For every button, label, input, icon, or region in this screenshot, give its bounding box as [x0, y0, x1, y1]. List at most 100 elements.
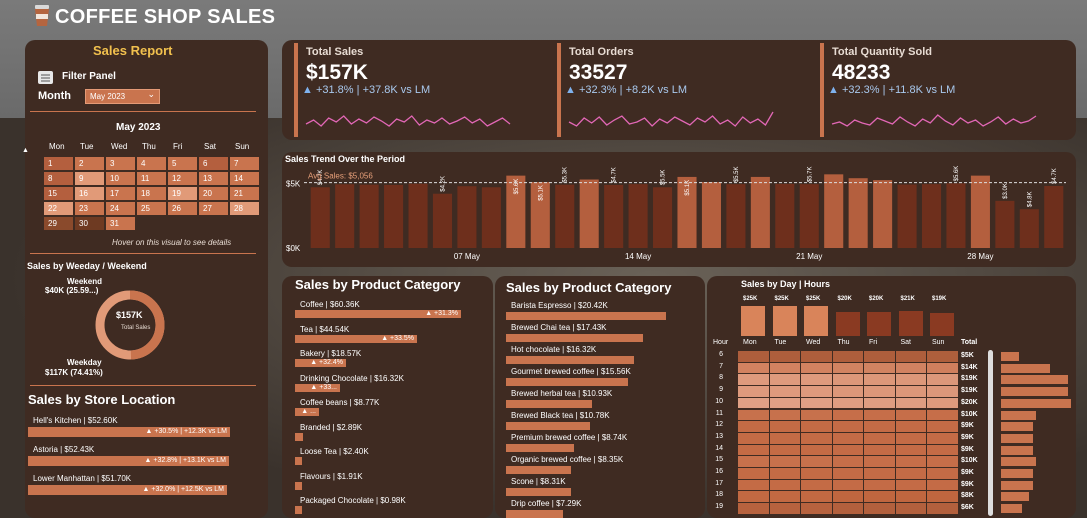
hour-total-bar[interactable]	[1001, 352, 1019, 361]
heatmap-cell[interactable]	[927, 456, 958, 467]
heatmap-cell[interactable]	[832, 351, 863, 362]
trend-bar[interactable]	[530, 182, 550, 248]
heatmap-cell[interactable]	[801, 444, 832, 456]
calendar-day-cell[interactable]: 23	[75, 202, 104, 215]
heatmap-cell[interactable]	[864, 503, 895, 514]
heatmap-cell[interactable]	[864, 374, 895, 386]
calendar-day-cell[interactable]: 2	[75, 157, 104, 170]
trend-bar[interactable]	[628, 184, 648, 248]
calendar-day-cell[interactable]: 22	[44, 202, 73, 215]
trend-bar[interactable]	[408, 183, 428, 248]
heatmap-cell[interactable]	[895, 468, 926, 479]
heatmap-cell[interactable]	[769, 374, 800, 386]
heatmap-cell[interactable]	[738, 432, 769, 444]
heatmap-cell[interactable]	[832, 374, 863, 386]
heatmap-cell[interactable]	[895, 397, 926, 409]
heatmap-cell[interactable]	[895, 386, 926, 397]
product-type-bar[interactable]	[506, 378, 628, 386]
calendar-day-cell[interactable]: 21	[230, 187, 259, 200]
heatmap-cell[interactable]	[927, 432, 958, 444]
heatmap-cell[interactable]	[769, 456, 800, 467]
calendar-day-cell[interactable]: 20	[199, 187, 228, 200]
heatmap-cell[interactable]	[895, 409, 926, 421]
trend-bar[interactable]	[653, 187, 673, 248]
category-bar[interactable]	[295, 506, 302, 514]
heatmap-cell[interactable]	[769, 491, 800, 503]
calendar-day-cell[interactable]: 1	[44, 157, 73, 170]
trend-bar[interactable]	[457, 186, 477, 248]
heatmap-cell[interactable]	[769, 421, 800, 432]
trend-bar[interactable]	[995, 200, 1015, 248]
product-type-bar[interactable]	[506, 510, 563, 518]
product-type-bar[interactable]	[506, 422, 590, 430]
heatmap-cell[interactable]	[801, 351, 832, 362]
hour-total-bar[interactable]	[1001, 375, 1068, 385]
heatmap-cell[interactable]	[769, 432, 800, 444]
store-bar[interactable]: ▲ +30.5% | +12.3K vs LM	[28, 427, 230, 437]
heatmap-cell[interactable]	[769, 351, 800, 362]
calendar-day-cell[interactable]: 15	[44, 187, 73, 200]
calendar-day-cell[interactable]: 18	[137, 187, 166, 200]
category-bar[interactable]: ▲ +32.4%	[295, 359, 346, 367]
day-total-bar[interactable]	[930, 313, 954, 336]
trend-bar[interactable]	[506, 175, 526, 248]
heatmap-cell[interactable]	[895, 503, 926, 514]
heatmap-cell[interactable]	[738, 362, 769, 374]
heatmap-cell[interactable]	[832, 409, 863, 421]
calendar-day-cell[interactable]: 4	[137, 157, 166, 170]
trend-bar[interactable]	[335, 184, 355, 248]
heatmap-cell[interactable]	[864, 456, 895, 467]
heatmap-cell[interactable]	[801, 432, 832, 444]
heatmap-cell[interactable]	[801, 397, 832, 409]
heatmap-cell[interactable]	[738, 503, 769, 514]
calendar-day-cell[interactable]: 30	[75, 217, 104, 230]
store-bar[interactable]: ▲ +32.8% | +13.1K vs LM	[28, 456, 229, 466]
heatmap-cell[interactable]	[895, 456, 926, 467]
day-total-bar[interactable]	[867, 312, 891, 336]
trend-bar[interactable]	[775, 183, 795, 248]
heatmap-cell[interactable]	[832, 444, 863, 456]
hour-total-bar[interactable]	[1001, 457, 1036, 467]
heatmap-cell[interactable]	[769, 503, 800, 514]
month-select[interactable]: May 2023 ⌄	[85, 89, 160, 104]
heatmap-cell[interactable]	[801, 386, 832, 397]
heatmap-cell[interactable]	[864, 444, 895, 456]
category-bar[interactable]	[295, 432, 303, 441]
trend-bar[interactable]	[848, 178, 868, 248]
day-hour-heatmap[interactable]: $25K Mon $25K Tue $25K Wed $20K Thu $20K Fri $21K S…	[707, 290, 1076, 518]
heatmap-cell[interactable]	[927, 491, 958, 503]
trend-bar[interactable]	[481, 187, 501, 248]
trend-bar[interactable]	[897, 184, 917, 248]
heatmap-cell[interactable]	[832, 432, 863, 444]
calendar-day-cell[interactable]: 12	[168, 172, 197, 185]
trend-bar[interactable]	[701, 182, 721, 248]
heatmap-cell[interactable]	[895, 444, 926, 456]
heatmap-cell[interactable]	[769, 386, 800, 397]
heatmap-cell[interactable]	[801, 491, 832, 503]
heatmap-cell[interactable]	[832, 386, 863, 397]
calendar-collapse-icon[interactable]: ▲	[22, 147, 29, 154]
hour-total-bar[interactable]	[1001, 469, 1033, 478]
heatmap-cell[interactable]	[895, 432, 926, 444]
product-type-bar[interactable]	[506, 466, 571, 474]
heatmap-cell[interactable]	[801, 421, 832, 432]
product-type-bar[interactable]	[506, 488, 571, 496]
heatmap-cell[interactable]	[801, 409, 832, 421]
heatmap-cell[interactable]	[801, 503, 832, 514]
heatmap-cell[interactable]	[864, 432, 895, 444]
heatmap-cell[interactable]	[927, 362, 958, 374]
heatmap-cell[interactable]	[832, 362, 863, 374]
calendar-day-cell[interactable]: 16	[75, 187, 104, 200]
heatmap-cell[interactable]	[927, 479, 958, 491]
hour-total-bar[interactable]	[1001, 387, 1068, 397]
hour-total-bar[interactable]	[1001, 433, 1033, 443]
heatmap-cell[interactable]	[801, 468, 832, 479]
trend-bar[interactable]	[384, 184, 404, 248]
calendar-day-cell[interactable]: 7	[230, 157, 259, 170]
day-total-bar[interactable]	[741, 306, 765, 336]
heatmap-cell[interactable]	[738, 444, 769, 456]
heatmap-cell[interactable]	[832, 491, 863, 503]
trend-bar[interactable]	[824, 174, 844, 248]
heatmap-cell[interactable]	[864, 409, 895, 421]
trend-bar[interactable]	[799, 184, 819, 248]
